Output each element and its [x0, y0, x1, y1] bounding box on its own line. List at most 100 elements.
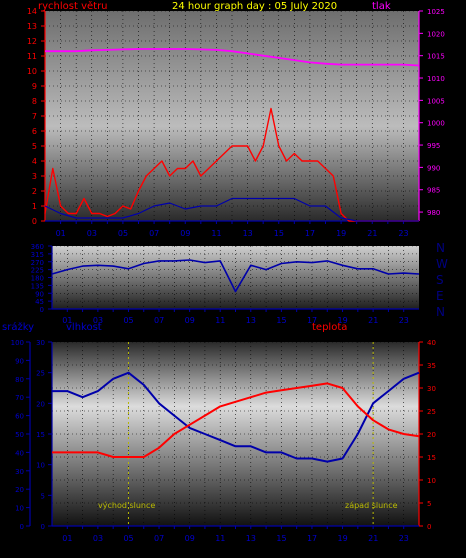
direction-y-tick-label: 0: [40, 306, 44, 314]
wind-x-tick-label: 05: [118, 229, 128, 238]
direction-x-tick-label: 05: [123, 316, 133, 325]
direction-y-tick-label: 225: [31, 267, 44, 275]
rain-y-tick-label: 10: [15, 505, 24, 513]
wind-y-tick-label: 7: [32, 112, 37, 121]
humidity-x-tick-label: 03: [93, 534, 103, 543]
humidity-y-tick-label: 25: [36, 370, 45, 378]
pressure-y-tick-label: 1025: [427, 8, 445, 16]
wind-x-tick-label: 09: [180, 229, 190, 238]
wind-x-tick-label: 13: [243, 229, 253, 238]
wind-x-tick-label: 21: [367, 229, 377, 238]
temperature-y-tick-label: 15: [427, 454, 436, 462]
axes: [26, 10, 423, 529]
wind-x-tick-label: 01: [56, 229, 66, 238]
temperature-y-tick-label: 20: [427, 431, 436, 439]
wind-y-tick-label: 5: [32, 142, 37, 151]
wind-x-tick-label: 19: [336, 229, 346, 238]
wind-x-tick-label: 11: [211, 229, 221, 238]
pressure-y-tick-label: 980: [427, 209, 440, 217]
wind-y-tick-label: 4: [32, 157, 37, 166]
direction-y-tick-label: 90: [35, 290, 44, 298]
direction-x-tick-label: 15: [276, 316, 286, 325]
humidity-y-tick-label: 10: [36, 462, 45, 470]
direction-y-tick-label: 270: [31, 259, 44, 267]
wind-y-tick-label: 9: [32, 82, 37, 91]
wind-y-tick-label: 6: [32, 127, 37, 136]
humidity-label: vlhkost: [66, 322, 102, 333]
pressure-y-tick-label: 990: [427, 164, 440, 172]
wind-x-tick-label: 23: [398, 229, 408, 238]
rain-y-tick-label: 30: [15, 468, 24, 476]
chart-title: 24 hour graph day : 05 July 2020: [172, 1, 337, 12]
wind-x-tick-label: 03: [87, 229, 97, 238]
pressure-y-tick-label: 1005: [427, 97, 445, 105]
wind-y-tick-label: 0: [32, 217, 37, 226]
direction-y-tick-label: 315: [31, 251, 44, 259]
direction-y-tick-label: 45: [35, 298, 44, 306]
pressure-y-tick-label: 1020: [427, 30, 445, 38]
rain-y-tick-label: 70: [15, 394, 24, 402]
humidity-y-tick-label: 30: [36, 339, 45, 347]
wind-y-tick-label: 3: [32, 172, 37, 181]
humidity-x-tick-label: 05: [123, 534, 133, 543]
humidity-y-tick-label: 15: [36, 431, 45, 439]
direction-x-tick-label: 23: [399, 316, 409, 325]
temperature-line: [52, 382, 420, 458]
direction-x-tick-label: 01: [62, 316, 72, 325]
wind-y-tick-label: 10: [27, 67, 37, 76]
compass-n-top: N: [436, 241, 445, 255]
direction-x-tick-label: 03: [93, 316, 103, 325]
sunset-label: západ slunce: [345, 501, 398, 510]
humidity-x-tick-label: 17: [307, 534, 317, 543]
humidity-x-tick-label: 07: [154, 534, 164, 543]
wind-y-tick-label: 11: [27, 52, 37, 61]
rain-y-tick-label: 100: [11, 339, 24, 347]
direction-y-tick-label: 360: [31, 243, 44, 251]
rain-label: srážky: [2, 321, 34, 333]
series: [44, 48, 420, 526]
temperature-y-tick-label: 30: [427, 385, 436, 393]
humidity-x-tick-label: 13: [246, 534, 256, 543]
temperature-y-tick-label: 5: [427, 500, 431, 508]
rain-y-tick-label: 60: [15, 413, 24, 421]
pressure-y-tick-label: 1015: [427, 53, 445, 61]
wind-speed-label: rychlost větru: [38, 0, 108, 12]
pressure-line: [45, 48, 420, 67]
wind-direction-line: [51, 259, 420, 293]
compass-w: W: [436, 257, 448, 271]
temperature-y-tick-label: 40: [427, 339, 436, 347]
wind-x-tick-label: 07: [149, 229, 159, 238]
temperature-y-tick-label: 10: [427, 477, 436, 485]
compass-s: S: [436, 273, 444, 287]
humidity-line: [52, 371, 420, 463]
wind-x-tick-label: 15: [274, 229, 284, 238]
wind-y-tick-label: 1: [32, 202, 37, 211]
sunrise-label: východ slunce: [98, 501, 155, 510]
direction-x-tick-label: 09: [185, 316, 195, 325]
temperature-y-tick-label: 0: [427, 523, 431, 531]
tick-labels: 0123456789101112131498098599099510001005…: [11, 7, 445, 543]
wind-y-tick-label: 8: [32, 97, 37, 106]
temperature-y-tick-label: 35: [427, 362, 436, 370]
wind-y-tick-label: 14: [27, 7, 37, 16]
rain-y-tick-label: 0: [20, 523, 24, 531]
wind-y-tick-label: 13: [27, 22, 37, 31]
direction-y-tick-label: 180: [31, 275, 44, 283]
humidity-x-tick-label: 11: [215, 534, 225, 543]
wind-avg-line: [44, 197, 419, 222]
humidity-x-tick-label: 19: [338, 534, 348, 543]
rain-y-tick-label: 20: [15, 486, 24, 494]
temperature-label: teplota: [312, 322, 347, 333]
pressure-label: tlak: [372, 1, 391, 12]
rain-y-tick-label: 80: [15, 376, 24, 384]
pressure-y-tick-label: 985: [427, 187, 440, 195]
direction-panel-background: [52, 246, 419, 309]
humidity-x-tick-label: 23: [399, 534, 409, 543]
direction-y-tick-label: 135: [31, 282, 44, 290]
direction-x-tick-label: 13: [246, 316, 256, 325]
direction-x-tick-label: 21: [368, 316, 378, 325]
wind-y-tick-label: 12: [27, 37, 37, 46]
pressure-y-tick-label: 1010: [427, 75, 445, 83]
